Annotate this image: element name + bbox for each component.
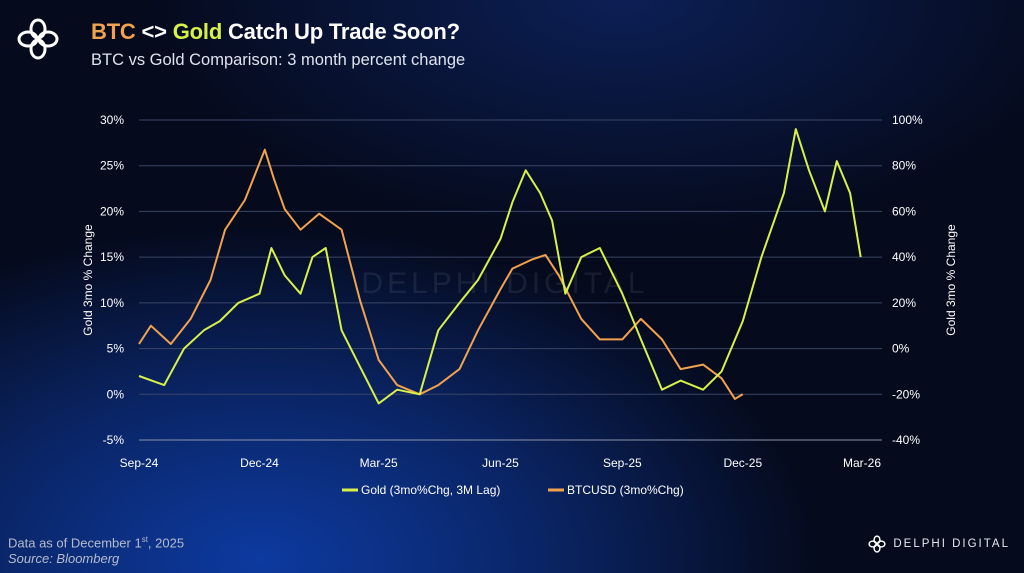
y-tick-left: 30% xyxy=(100,113,124,127)
y-tick-left: 25% xyxy=(100,159,124,173)
chart-subtitle: BTC vs Gold Comparison: 3 month percent … xyxy=(91,51,466,69)
y-tick-right: -20% xyxy=(892,387,920,401)
title-gold: Gold xyxy=(172,19,223,44)
data-as-of-sup: st xyxy=(141,535,148,544)
y-tick-left: 10% xyxy=(100,296,124,310)
x-tick: Sep-24 xyxy=(120,456,159,470)
data-as-of-year: , 2025 xyxy=(147,535,185,551)
y-axis-label-right: Gold 3mo % Change xyxy=(944,224,958,336)
y-axis-label-left: Gold 3mo % Change xyxy=(81,224,95,336)
watermark: DELPHI DIGITAL xyxy=(361,267,648,300)
y-tick-right: 60% xyxy=(892,204,916,218)
x-tick: Sep-25 xyxy=(603,456,642,470)
y-tick-left: 0% xyxy=(107,387,125,401)
x-tick: Dec-24 xyxy=(240,456,279,470)
data-as-of: Data as of December 1st, 2025 xyxy=(8,535,184,550)
y-tick-left: 5% xyxy=(107,342,125,356)
y-tick-right: 80% xyxy=(892,159,916,173)
brand: DELPHI DIGITAL xyxy=(867,534,1010,554)
y-tick-right: 20% xyxy=(892,296,916,310)
legend-label: Gold (3mo%Chg, 3M Lag) xyxy=(361,483,500,497)
source-note: Source: Bloomberg xyxy=(8,551,120,566)
title-rest: Catch Up Trade Soon? xyxy=(222,19,460,44)
y-tick-left: 15% xyxy=(100,250,124,264)
y-tick-left: -5% xyxy=(103,433,125,447)
x-tick: Mar-26 xyxy=(843,456,881,470)
x-tick: Mar-25 xyxy=(360,456,398,470)
y-tick-right: 0% xyxy=(892,342,910,356)
chart-title: BTC <> Gold Catch Up Trade Soon? xyxy=(91,19,460,45)
series-line-btc xyxy=(138,148,744,400)
y-tick-right: -40% xyxy=(892,433,920,447)
x-tick: Dec-25 xyxy=(723,456,762,470)
series-line-gold xyxy=(138,128,862,405)
legend-label: BTCUSD (3mo%Chg) xyxy=(567,483,684,497)
x-tick: Jun-25 xyxy=(482,456,519,470)
y-tick-right: 40% xyxy=(892,250,916,264)
title-sep: <> xyxy=(135,19,173,44)
y-tick-left: 20% xyxy=(100,204,124,218)
brand-logo-icon xyxy=(868,535,887,553)
brand-name: DELPHI DIGITAL xyxy=(893,538,1010,550)
logo-icon xyxy=(17,18,59,60)
data-as-of-text: Data as of December 1 xyxy=(8,535,142,551)
y-tick-right: 100% xyxy=(892,113,923,127)
title-btc: BTC xyxy=(91,19,136,44)
